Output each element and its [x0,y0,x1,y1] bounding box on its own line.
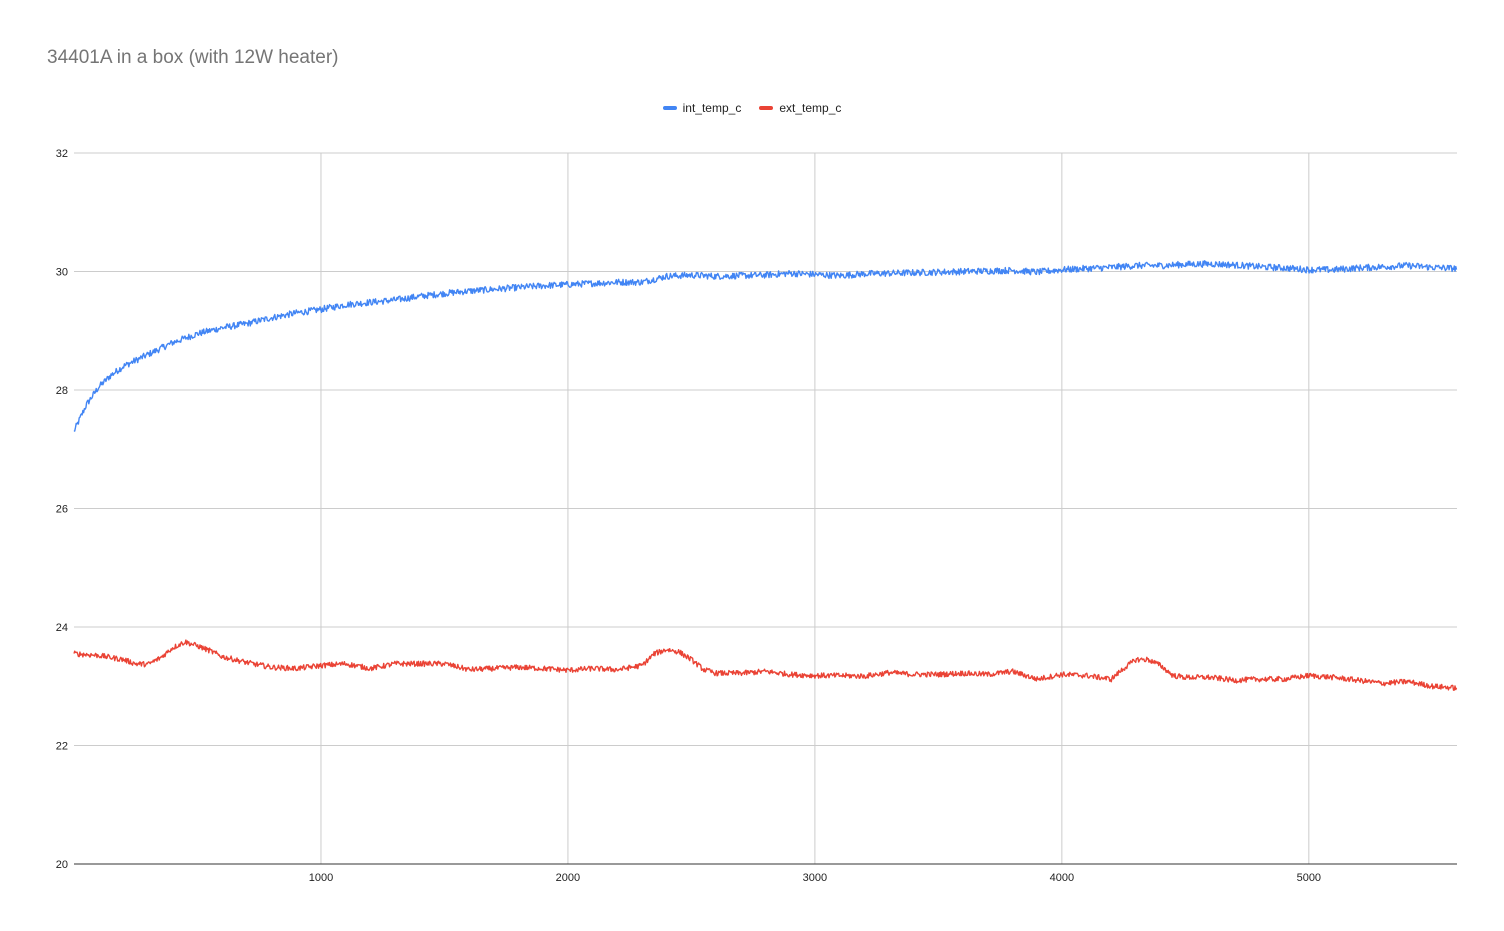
legend-label-int: int_temp_c [682,101,742,115]
y-tick-label: 20 [56,859,68,871]
x-tick-label: 2000 [556,872,580,884]
y-tick-label: 30 [56,267,68,279]
legend: int_temp_c ext_temp_c [0,101,1504,115]
y-tick-label: 22 [56,741,68,753]
legend-item-int[interactable]: int_temp_c [662,101,742,115]
series-line-int_temp_c [73,260,1458,432]
y-tick-label: 26 [56,504,68,516]
legend-item-ext[interactable]: ext_temp_c [759,101,841,115]
y-tick-label: 32 [56,148,68,160]
x-tick-label: 1000 [309,872,333,884]
x-tick-label: 4000 [1050,872,1074,884]
x-tick-label: 5000 [1297,872,1321,884]
series-line-ext_temp_c [73,639,1458,691]
y-tick-label: 24 [56,622,68,634]
y-tick-label: 28 [56,385,68,397]
legend-label-ext: ext_temp_c [779,101,842,115]
x-tick-label: 3000 [803,872,827,884]
chart-title: 34401A in a box (with 12W heater) [47,47,339,68]
legend-swatch-ext [759,106,774,110]
legend-swatch-int [662,106,677,110]
